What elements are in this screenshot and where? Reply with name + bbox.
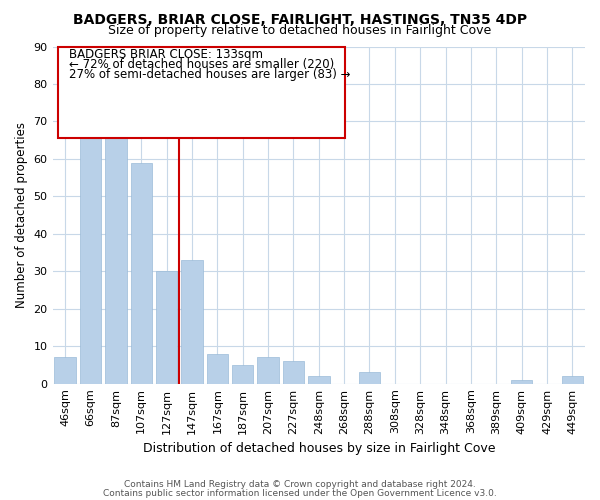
- Text: Contains HM Land Registry data © Crown copyright and database right 2024.: Contains HM Land Registry data © Crown c…: [124, 480, 476, 489]
- Text: BADGERS BRIAR CLOSE: 133sqm: BADGERS BRIAR CLOSE: 133sqm: [68, 48, 263, 61]
- Text: 27% of semi-detached houses are larger (83) →: 27% of semi-detached houses are larger (…: [68, 68, 350, 82]
- Text: BADGERS, BRIAR CLOSE, FAIRLIGHT, HASTINGS, TN35 4DP: BADGERS, BRIAR CLOSE, FAIRLIGHT, HASTING…: [73, 12, 527, 26]
- Text: Contains public sector information licensed under the Open Government Licence v3: Contains public sector information licen…: [103, 488, 497, 498]
- Bar: [131, 162, 152, 384]
- Bar: [206, 354, 228, 384]
- Text: Size of property relative to detached houses in Fairlight Cove: Size of property relative to detached ho…: [109, 24, 491, 37]
- Bar: [511, 380, 532, 384]
- Bar: [156, 272, 178, 384]
- Bar: [55, 358, 76, 384]
- FancyBboxPatch shape: [58, 46, 346, 138]
- Bar: [105, 102, 127, 384]
- Bar: [80, 118, 101, 384]
- Bar: [257, 358, 279, 384]
- Text: ← 72% of detached houses are smaller (220): ← 72% of detached houses are smaller (22…: [68, 58, 334, 71]
- Bar: [181, 260, 203, 384]
- Bar: [562, 376, 583, 384]
- X-axis label: Distribution of detached houses by size in Fairlight Cove: Distribution of detached houses by size …: [143, 442, 495, 455]
- Bar: [283, 361, 304, 384]
- Bar: [308, 376, 329, 384]
- Y-axis label: Number of detached properties: Number of detached properties: [15, 122, 28, 308]
- Bar: [232, 365, 253, 384]
- Bar: [359, 372, 380, 384]
